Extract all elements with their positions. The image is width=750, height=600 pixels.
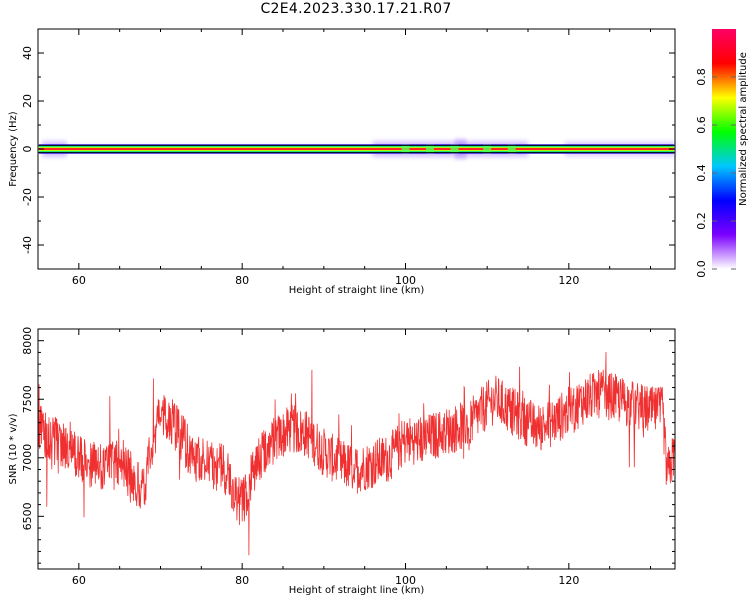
snr-x-tick-label: 100: [395, 574, 416, 587]
snr-y-ticks: 6500 7000 7500 8000: [21, 327, 675, 564]
spectrogram-y-tick-label: 40: [21, 46, 34, 60]
spectrogram-x-ticks: 60 80 100 120: [37, 29, 651, 287]
snr-x-tick-label: 80: [235, 574, 249, 587]
snr-y-tick-label: 7500: [21, 385, 34, 413]
reference-lines: [38, 144, 675, 154]
colorbar-tick-label: 0.4: [695, 164, 708, 182]
spectrogram-x-tick-label: 80: [235, 274, 249, 287]
spectrogram-x-tick-label: 60: [72, 274, 86, 287]
snr-panel: 60 80 100 120 6500 7000 7500 8000 Height of st…: [8, 327, 676, 596]
snr-y-tick-label: 6500: [21, 502, 34, 530]
signal-band: [39, 139, 675, 159]
spectrogram-y-tick-label: -40: [21, 236, 34, 254]
snr-x-axis-label: Height of straight line (km): [289, 585, 425, 596]
spectrogram-y-ticks: -40 -20 0 20 40: [21, 28, 675, 270]
spectrogram-y-tick-label: -20: [21, 188, 34, 206]
colorbar-tick-label: 0.8: [695, 68, 708, 86]
colorbar-label: Normalized spectral amplitude: [738, 52, 749, 206]
snr-x-tick-label: 120: [558, 574, 579, 587]
snr-x-tick-label: 60: [72, 574, 86, 587]
snr-frame: [37, 328, 676, 570]
spectrogram-y-axis-label: Frequency (Hz): [8, 111, 19, 187]
colorbar-tick-label: 0.0: [695, 260, 708, 278]
spectrogram-panel: 60 80 100 120 -40 -20 0 20 40 Height of straigh…: [8, 28, 676, 296]
colorbar-ticks: 0.0 0.2 0.4 0.6 0.8: [695, 68, 736, 278]
spectral-blob: [401, 144, 410, 154]
chart-title: C2E4.2023.330.17.21.R07: [260, 1, 452, 17]
spectral-blob: [450, 144, 459, 154]
snr-y-tick-label: 8000: [21, 327, 34, 355]
snr-series-line: [37, 351, 676, 556]
spectral-blob: [507, 144, 516, 154]
snr-y-axis-label: SNR (10 * v/v): [8, 413, 19, 484]
colorbar-tick-label: 0.2: [695, 212, 708, 230]
snr-x-ticks: 60 80 100 120: [37, 329, 651, 587]
spectrogram-y-tick-label: 20: [21, 94, 34, 108]
colorbar: 0.0 0.2 0.4 0.6 0.8 Normalized spectral ampl…: [695, 29, 749, 278]
spectrogram-x-tick-label: 100: [395, 274, 416, 287]
spectrogram-x-tick-label: 120: [558, 274, 579, 287]
colorbar-tick-label: 0.6: [695, 116, 708, 134]
spectral-blob: [426, 144, 434, 154]
colorbar-gradient: [712, 29, 736, 269]
snr-y-tick-label: 7000: [21, 444, 34, 472]
spectral-band-layer: [39, 148, 674, 150]
spectral-blob: [483, 144, 492, 154]
spectrogram-x-axis-label: Height of straight line (km): [289, 285, 425, 296]
spectrogram-y-tick-label: 0: [21, 146, 34, 153]
